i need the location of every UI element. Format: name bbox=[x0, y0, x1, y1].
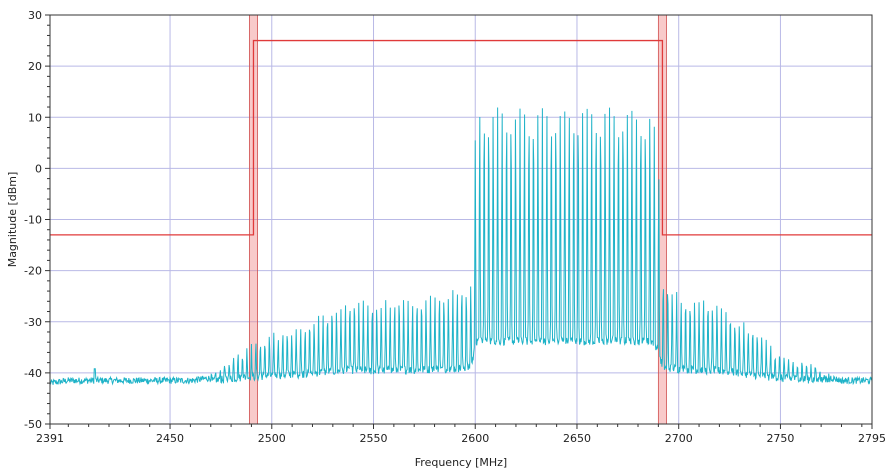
y-tick-label: -20 bbox=[24, 265, 42, 278]
spectral-mask-line bbox=[50, 39, 872, 236]
x-tick-label: 2650 bbox=[563, 432, 591, 445]
series-layer bbox=[49, 39, 873, 386]
x-tick-label: 2600 bbox=[461, 432, 489, 445]
x-tick-label: 2550 bbox=[360, 432, 388, 445]
y-tick-label: -10 bbox=[24, 214, 42, 227]
y-tick-label: 20 bbox=[28, 60, 42, 73]
y-tick-label: -40 bbox=[24, 367, 42, 380]
y-tick-label: 10 bbox=[28, 111, 42, 124]
y-tick-label: 0 bbox=[35, 162, 42, 175]
x-tick-label: 2450 bbox=[156, 432, 184, 445]
y-axis-label: Magnitude [dBm] bbox=[6, 172, 19, 268]
y-tick-label: -30 bbox=[24, 316, 42, 329]
x-tick-label: 2700 bbox=[665, 432, 693, 445]
x-tick-label: 2795 bbox=[858, 432, 886, 445]
x-tick-label: 2391 bbox=[36, 432, 64, 445]
axis-ticks: 2391 2450 2500 2550 2600 2650 2700 2750 2795 30 20… bbox=[24, 9, 886, 445]
y-tick-label: 30 bbox=[28, 9, 42, 22]
x-tick-label: 2750 bbox=[766, 432, 794, 445]
x-axis-label: Frequency [MHz] bbox=[415, 456, 507, 468]
spectrum-trace bbox=[49, 107, 873, 386]
x-tick-label: 2500 bbox=[258, 432, 286, 445]
y-tick-label: -50 bbox=[24, 418, 42, 431]
